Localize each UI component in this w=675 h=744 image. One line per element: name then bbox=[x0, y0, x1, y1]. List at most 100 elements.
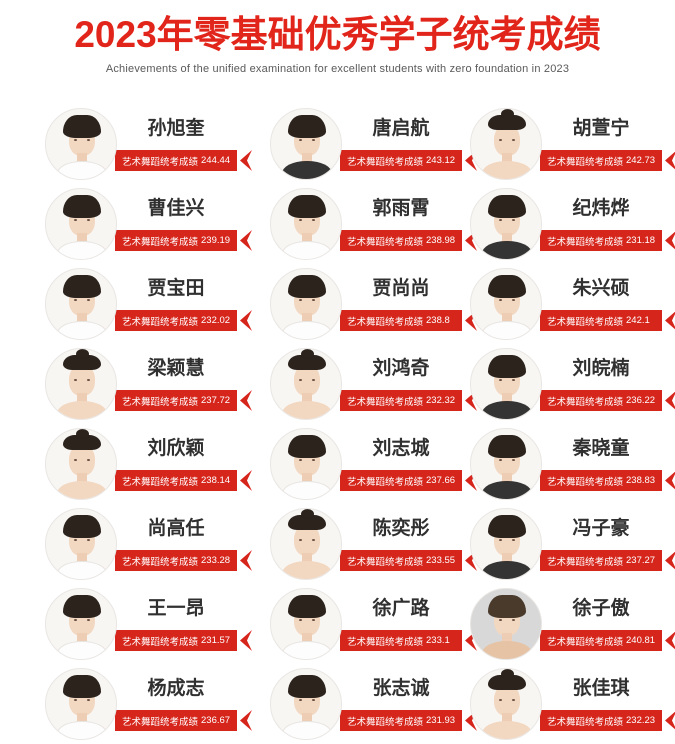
avatar-shoulders-icon bbox=[282, 161, 332, 179]
student-info: 刘鸿奇 艺术舞蹈统考成绩 232.32 bbox=[340, 344, 477, 411]
avatar-hair-icon bbox=[63, 435, 101, 450]
student-photo bbox=[470, 188, 542, 260]
avatar-hair-icon bbox=[488, 115, 526, 130]
score-label: 艺术舞蹈统考成绩 bbox=[122, 556, 199, 568]
score-ribbon: 艺术舞蹈统考成绩 238.83 bbox=[540, 470, 675, 491]
student-photo bbox=[470, 348, 542, 420]
avatar-shoulders-icon bbox=[482, 641, 532, 659]
student-photo bbox=[45, 188, 117, 260]
score-label: 艺术舞蹈统考成绩 bbox=[547, 636, 624, 648]
score-ribbon: 艺术舞蹈统考成绩 233.1 bbox=[340, 630, 477, 651]
avatar-shoulders-icon bbox=[482, 401, 532, 419]
student-info: 唐启航 艺术舞蹈统考成绩 243.12 bbox=[340, 104, 477, 171]
avatar-neck-icon bbox=[502, 633, 512, 643]
student-card: 唐启航 艺术舞蹈统考成绩 243.12 bbox=[225, 104, 477, 184]
student-name: 梁颖慧 bbox=[147, 358, 205, 379]
score-value: 237.66 bbox=[426, 475, 456, 486]
avatar-shoulders-icon bbox=[57, 481, 107, 499]
student-info: 张佳琪 艺术舞蹈统考成绩 232.23 bbox=[540, 664, 675, 731]
score-value: 233.55 bbox=[426, 555, 456, 566]
score-ribbon: 艺术舞蹈统考成绩 242.1 bbox=[540, 310, 675, 331]
score-value: 240.81 bbox=[626, 635, 656, 646]
score-ribbon: 艺术舞蹈统考成绩 236.67 bbox=[115, 710, 252, 731]
student-card: 胡萱宁 艺术舞蹈统考成绩 242.73 bbox=[450, 104, 675, 184]
student-card: 秦晓童 艺术舞蹈统考成绩 238.83 bbox=[450, 424, 675, 504]
avatar-shoulders-icon bbox=[57, 321, 107, 339]
score-value: 233.1 bbox=[426, 635, 450, 646]
avatar-hair-icon bbox=[63, 595, 101, 618]
student-card: 刘皖楠 艺术舞蹈统考成绩 236.22 bbox=[450, 344, 675, 424]
student-info: 徐广路 艺术舞蹈统考成绩 233.1 bbox=[340, 584, 477, 651]
student-name: 杨成志 bbox=[147, 678, 205, 699]
score-ribbon: 艺术舞蹈统考成绩 238.14 bbox=[115, 470, 252, 491]
student-photo bbox=[470, 508, 542, 580]
score-ribbon: 艺术舞蹈统考成绩 237.66 bbox=[340, 470, 477, 491]
student-card: 刘欣颖 艺术舞蹈统考成绩 238.14 bbox=[0, 424, 252, 504]
score-ribbon: 艺术舞蹈统考成绩 240.81 bbox=[540, 630, 675, 651]
avatar-hair-icon bbox=[63, 275, 101, 298]
student-card: 王一昂 艺术舞蹈统考成绩 231.57 bbox=[0, 584, 252, 664]
student-name: 刘皖楠 bbox=[572, 358, 630, 379]
page-subtitle: Achievements of the unified examination … bbox=[105, 63, 570, 75]
score-label: 艺术舞蹈统考成绩 bbox=[122, 396, 199, 408]
score-label: 艺术舞蹈统考成绩 bbox=[547, 316, 624, 328]
score-ribbon: 艺术舞蹈统考成绩 231.18 bbox=[540, 230, 675, 251]
score-value: 231.57 bbox=[201, 635, 231, 646]
student-info: 梁颖慧 艺术舞蹈统考成绩 237.72 bbox=[115, 344, 252, 411]
student-name: 贾宝田 bbox=[147, 278, 205, 299]
students-grid: 孙旭奎 艺术舞蹈统考成绩 244.44 唐启航 艺术舞蹈统考成绩 243.12 bbox=[0, 104, 675, 744]
student-card: 孙旭奎 艺术舞蹈统考成绩 244.44 bbox=[0, 104, 252, 184]
avatar-neck-icon bbox=[77, 393, 87, 403]
avatar-neck-icon bbox=[77, 233, 87, 243]
student-info: 孙旭奎 艺术舞蹈统考成绩 244.44 bbox=[115, 104, 252, 171]
score-label: 艺术舞蹈统考成绩 bbox=[347, 556, 424, 568]
score-value: 242.73 bbox=[626, 155, 656, 166]
avatar-shoulders-icon bbox=[282, 401, 332, 419]
student-name: 冯子豪 bbox=[572, 518, 630, 539]
ribbon-tail-icon bbox=[665, 710, 675, 731]
student-info: 贾宝田 艺术舞蹈统考成绩 232.02 bbox=[115, 264, 252, 331]
avatar-shoulders-icon bbox=[482, 241, 532, 259]
score-value: 244.44 bbox=[201, 155, 231, 166]
score-value: 236.22 bbox=[626, 395, 656, 406]
avatar-shoulders-icon bbox=[482, 721, 532, 739]
student-name: 张志诚 bbox=[372, 678, 430, 699]
score-label: 艺术舞蹈统考成绩 bbox=[547, 156, 624, 168]
score-label: 艺术舞蹈统考成绩 bbox=[547, 556, 624, 568]
score-value: 239.19 bbox=[201, 235, 231, 246]
avatar-hair-icon bbox=[288, 595, 326, 618]
score-ribbon: 艺术舞蹈统考成绩 237.27 bbox=[540, 550, 675, 571]
score-value: 233.28 bbox=[201, 555, 231, 566]
student-card: 贾宝田 艺术舞蹈统考成绩 232.02 bbox=[0, 264, 252, 344]
avatar-bun-icon bbox=[301, 509, 314, 519]
student-name: 曹佳兴 bbox=[147, 198, 205, 219]
student-name: 张佳琪 bbox=[572, 678, 630, 699]
student-card: 郭雨霄 艺术舞蹈统考成绩 238.98 bbox=[225, 184, 477, 264]
student-info: 曹佳兴 艺术舞蹈统考成绩 239.19 bbox=[115, 184, 252, 251]
avatar-neck-icon bbox=[502, 233, 512, 243]
score-label: 艺术舞蹈统考成绩 bbox=[122, 636, 199, 648]
avatar-hair-icon bbox=[63, 515, 101, 538]
ribbon-tail-icon bbox=[665, 150, 675, 171]
score-ribbon: 艺术舞蹈统考成绩 231.57 bbox=[115, 630, 252, 651]
avatar-hair-icon bbox=[488, 595, 526, 618]
avatar-shoulders-icon bbox=[282, 721, 332, 739]
avatar-hair-icon bbox=[488, 675, 526, 690]
student-name: 王一昂 bbox=[147, 598, 205, 619]
avatar-shoulders-icon bbox=[282, 321, 332, 339]
student-info: 杨成志 艺术舞蹈统考成绩 236.67 bbox=[115, 664, 252, 731]
avatar-hair-icon bbox=[63, 195, 101, 218]
student-info: 刘皖楠 艺术舞蹈统考成绩 236.22 bbox=[540, 344, 675, 411]
student-photo bbox=[45, 108, 117, 180]
score-value: 231.18 bbox=[626, 235, 656, 246]
avatar-neck-icon bbox=[302, 393, 312, 403]
score-value: 237.27 bbox=[626, 555, 656, 566]
score-value: 232.02 bbox=[201, 315, 231, 326]
student-photo bbox=[270, 428, 342, 500]
avatar-hair-icon bbox=[488, 515, 526, 538]
student-photo bbox=[270, 188, 342, 260]
student-name: 秦晓童 bbox=[572, 438, 630, 459]
score-label: 艺术舞蹈统考成绩 bbox=[347, 236, 424, 248]
student-info: 王一昂 艺术舞蹈统考成绩 231.57 bbox=[115, 584, 252, 651]
avatar-neck-icon bbox=[502, 153, 512, 163]
